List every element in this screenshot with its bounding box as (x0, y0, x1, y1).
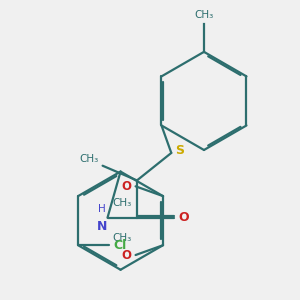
Text: O: O (122, 180, 132, 193)
Text: CH₃: CH₃ (194, 11, 214, 20)
Text: CH₃: CH₃ (112, 233, 131, 243)
Text: O: O (122, 248, 132, 262)
Text: O: O (178, 211, 189, 224)
Text: H: H (98, 204, 106, 214)
Text: Cl: Cl (113, 239, 127, 252)
Text: CH₃: CH₃ (80, 154, 99, 164)
Text: S: S (175, 145, 184, 158)
Text: CH₃: CH₃ (112, 198, 131, 208)
Text: N: N (96, 220, 107, 233)
